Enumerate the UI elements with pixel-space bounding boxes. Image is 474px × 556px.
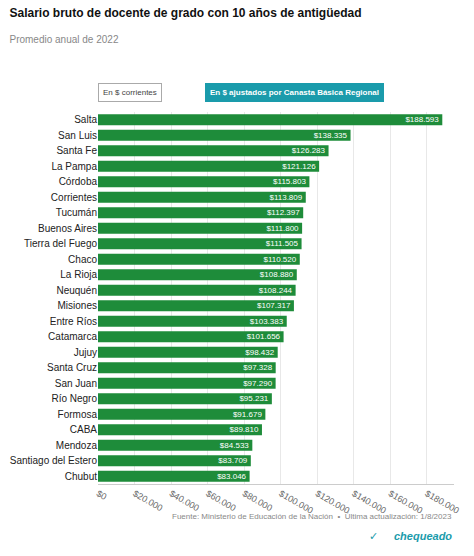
- svg-text:✓: ✓: [369, 530, 378, 542]
- svg-text:$91.679: $91.679: [233, 410, 262, 419]
- svg-text:$97.328: $97.328: [243, 363, 272, 372]
- svg-text:$111.505: $111.505: [266, 239, 299, 248]
- svg-text:$83.046: $83.046: [217, 472, 246, 481]
- svg-text:$40.000: $40.000: [168, 488, 201, 513]
- svg-text:La Rioja: La Rioja: [60, 269, 97, 280]
- svg-text:$111.800: $111.800: [266, 224, 299, 233]
- svg-text:$112.397: $112.397: [267, 208, 300, 217]
- svg-text:Río Negro: Río Negro: [51, 393, 97, 404]
- svg-text:Entre Ríos: Entre Ríos: [50, 316, 97, 327]
- svg-text:$95.231: $95.231: [239, 394, 268, 403]
- svg-text:$180.000: $180.000: [423, 488, 461, 515]
- svg-text:$115.803: $115.803: [273, 177, 306, 186]
- svg-text:San Luis: San Luis: [58, 130, 97, 141]
- svg-text:Santiago del Estero: Santiago del Estero: [10, 455, 98, 466]
- svg-text:Neuquén: Neuquén: [56, 285, 97, 296]
- svg-text:CABA: CABA: [70, 424, 98, 435]
- svg-text:En $ ajustados por Canasta Bás: En $ ajustados por Canasta Básica Region…: [210, 88, 379, 97]
- svg-text:$103.383: $103.383: [250, 317, 284, 326]
- svg-text:$100.000: $100.000: [277, 488, 315, 515]
- svg-text:Promedio anual de 2022: Promedio anual de 2022: [9, 34, 118, 45]
- svg-text:$101.656: $101.656: [247, 332, 281, 341]
- svg-text:$80.000: $80.000: [241, 488, 274, 513]
- svg-text:En $ corrientes: En $ corrientes: [103, 88, 157, 97]
- svg-text:$160.000: $160.000: [387, 488, 425, 515]
- svg-text:Chaco: Chaco: [68, 254, 97, 265]
- svg-text:$121.126: $121.126: [282, 162, 316, 171]
- svg-text:Tucumán: Tucumán: [56, 207, 97, 218]
- svg-text:Salta: Salta: [74, 114, 97, 125]
- svg-text:$107.317: $107.317: [257, 301, 291, 310]
- svg-text:$0: $0: [95, 488, 109, 502]
- svg-text:$108.880: $108.880: [260, 270, 294, 279]
- svg-text:Córdoba: Córdoba: [59, 176, 98, 187]
- svg-text:$84.533: $84.533: [220, 441, 249, 450]
- svg-text:$98.432: $98.432: [245, 348, 274, 357]
- svg-text:La Pampa: La Pampa: [51, 161, 97, 172]
- svg-text:$120.000: $120.000: [314, 488, 352, 515]
- svg-text:$20.000: $20.000: [131, 488, 164, 513]
- svg-text:Mendoza: Mendoza: [56, 440, 98, 451]
- svg-text:Fuente: Ministerio de Educació: Fuente: Ministerio de Educación de la Na…: [172, 512, 452, 521]
- svg-text:$138.335: $138.335: [314, 131, 348, 140]
- svg-text:$110.520: $110.520: [263, 255, 296, 264]
- svg-text:Catamarca: Catamarca: [48, 331, 97, 342]
- svg-text:$113.809: $113.809: [269, 193, 302, 202]
- svg-text:Tierra del Fuego: Tierra del Fuego: [24, 238, 97, 249]
- svg-text:San Juan: San Juan: [55, 378, 97, 389]
- svg-text:$126.283: $126.283: [292, 146, 326, 155]
- svg-text:chequeado: chequeado: [394, 530, 452, 542]
- svg-text:Santa Cruz: Santa Cruz: [47, 362, 97, 373]
- svg-text:Misiones: Misiones: [58, 300, 97, 311]
- svg-text:Buenos Aires: Buenos Aires: [38, 223, 97, 234]
- svg-text:$188.593: $188.593: [405, 115, 439, 124]
- svg-text:Santa Fe: Santa Fe: [56, 145, 97, 156]
- svg-text:Formosa: Formosa: [58, 409, 98, 420]
- svg-text:Salario bruto de docente de gr: Salario bruto de docente de grado con 10…: [9, 6, 361, 20]
- svg-text:$97.290: $97.290: [243, 379, 272, 388]
- svg-text:$108.244: $108.244: [259, 286, 293, 295]
- svg-text:$140.000: $140.000: [350, 488, 388, 515]
- svg-text:$60.000: $60.000: [204, 488, 237, 513]
- svg-text:$89.810: $89.810: [229, 425, 258, 434]
- svg-text:$83.709: $83.709: [218, 456, 247, 465]
- svg-text:Chubut: Chubut: [65, 471, 97, 482]
- svg-text:Corrientes: Corrientes: [51, 192, 97, 203]
- svg-text:Jujuy: Jujuy: [74, 347, 97, 358]
